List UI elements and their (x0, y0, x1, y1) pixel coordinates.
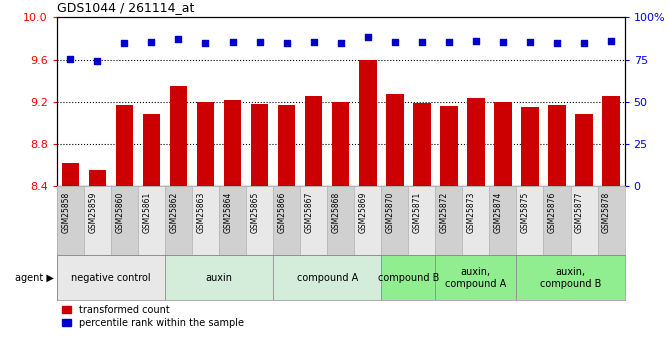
Bar (111, 186, 138, 255)
Bar (354, 186, 381, 255)
Bar (440, 106, 458, 345)
Bar (359, 59, 377, 345)
Text: GSM25862: GSM25862 (170, 192, 178, 233)
Text: negative control: negative control (71, 273, 151, 283)
Bar (521, 107, 538, 345)
Point (173, 37, 184, 42)
Point (444, 40, 454, 45)
Point (416, 40, 427, 45)
Bar (57, 186, 84, 255)
Text: GSM25869: GSM25869 (359, 192, 367, 233)
Bar (138, 186, 165, 255)
Bar (516, 255, 625, 300)
Point (498, 39, 508, 45)
Bar (116, 105, 133, 345)
Bar (436, 186, 462, 255)
Bar (381, 186, 408, 255)
Bar (305, 97, 323, 345)
Bar (246, 186, 273, 255)
Text: GSM25871: GSM25871 (413, 192, 422, 233)
Point (362, 34, 373, 39)
Text: GSM25866: GSM25866 (278, 192, 287, 233)
Text: GDS1044 / 261114_at: GDS1044 / 261114_at (57, 1, 194, 14)
Bar (544, 186, 570, 255)
Point (389, 39, 400, 45)
Bar (61, 163, 79, 345)
Point (92, 58, 103, 63)
Bar (408, 186, 436, 255)
Bar (494, 102, 512, 345)
Bar (462, 186, 490, 255)
Text: GSM25867: GSM25867 (305, 192, 314, 233)
Point (281, 40, 292, 45)
Bar (192, 186, 219, 255)
Text: GSM25878: GSM25878 (602, 192, 611, 233)
Text: GSM25864: GSM25864 (224, 192, 232, 233)
Bar (300, 186, 327, 255)
Point (119, 40, 130, 45)
Text: GSM25859: GSM25859 (88, 192, 98, 233)
Text: GSM25870: GSM25870 (385, 192, 395, 233)
Bar (516, 186, 544, 255)
Text: GSM25868: GSM25868 (332, 192, 341, 233)
Text: compound A: compound A (297, 273, 358, 283)
Bar (548, 105, 566, 345)
Point (146, 40, 157, 45)
Bar (570, 186, 598, 255)
Text: auxin: auxin (206, 273, 232, 283)
Point (227, 39, 238, 45)
Bar (598, 186, 625, 255)
Bar (381, 255, 436, 300)
Bar (273, 255, 381, 300)
Bar (219, 186, 246, 255)
Bar (84, 186, 111, 255)
Text: auxin,
compound A: auxin, compound A (446, 267, 506, 288)
Bar (224, 100, 241, 345)
Text: GSM25873: GSM25873 (467, 192, 476, 233)
Point (578, 41, 589, 46)
Text: GSM25872: GSM25872 (440, 192, 449, 233)
Bar (143, 115, 160, 345)
Text: auxin,
compound B: auxin, compound B (540, 267, 601, 288)
Bar (273, 186, 300, 255)
Bar (57, 255, 165, 300)
Point (524, 40, 535, 45)
Text: GSM25876: GSM25876 (548, 192, 557, 233)
Point (470, 38, 481, 44)
Bar (327, 186, 354, 255)
Text: compound B: compound B (377, 273, 439, 283)
Point (65, 56, 75, 61)
Bar (413, 103, 431, 345)
Point (335, 40, 346, 45)
Bar (89, 170, 106, 345)
Text: GSM25865: GSM25865 (250, 192, 260, 233)
Text: GSM25875: GSM25875 (521, 192, 530, 233)
Legend: transformed count, percentile rank within the sample: transformed count, percentile rank withi… (61, 305, 244, 328)
Bar (386, 95, 403, 345)
Bar (332, 102, 349, 345)
Bar (467, 98, 485, 345)
Bar (490, 186, 516, 255)
Point (309, 39, 319, 45)
Point (255, 40, 265, 45)
Bar (250, 104, 269, 345)
Text: GSM25877: GSM25877 (575, 192, 584, 233)
Bar (278, 105, 295, 345)
Text: GSM25861: GSM25861 (142, 192, 152, 233)
Point (200, 40, 211, 45)
Bar (165, 255, 273, 300)
Bar (196, 102, 214, 345)
Point (606, 39, 617, 44)
Text: GSM25863: GSM25863 (196, 192, 206, 233)
Point (552, 40, 562, 45)
Bar (170, 86, 187, 345)
Text: GSM25860: GSM25860 (116, 192, 124, 233)
Text: GSM25858: GSM25858 (61, 192, 70, 233)
Bar (603, 97, 620, 345)
Bar (575, 115, 593, 345)
Text: GSM25874: GSM25874 (494, 192, 503, 233)
Text: agent ▶: agent ▶ (15, 273, 53, 283)
Bar (436, 255, 516, 300)
Bar (165, 186, 192, 255)
